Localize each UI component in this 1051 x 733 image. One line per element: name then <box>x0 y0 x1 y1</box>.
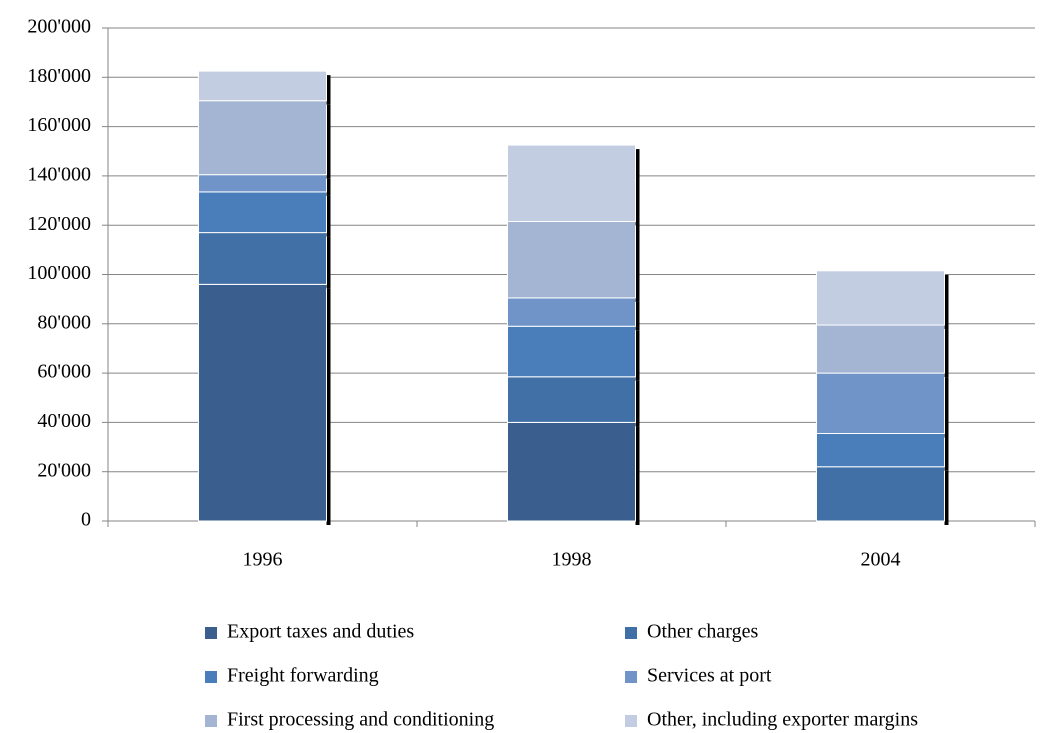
bar-shadow <box>944 437 949 471</box>
y-tick-label: 180'000 <box>27 65 91 87</box>
y-tick-label: 160'000 <box>27 114 91 136</box>
bar <box>816 432 945 468</box>
bar-shadow <box>944 377 949 438</box>
bar-shadow <box>326 236 331 289</box>
bar <box>198 283 327 522</box>
y-tick-label: 200'000 <box>27 16 91 38</box>
bar-shadow <box>944 329 949 378</box>
bar <box>198 100 327 176</box>
bar-shadow <box>635 225 640 302</box>
legend-label: Other charges <box>647 621 758 643</box>
bar <box>507 297 636 327</box>
bar-shadow <box>635 330 640 381</box>
y-tick-label: 40'000 <box>37 410 91 432</box>
bar-shadow <box>326 104 331 179</box>
bar-shadow <box>944 470 949 525</box>
legend-label: First processing and conditioning <box>227 709 494 731</box>
bar-shadow <box>326 75 331 105</box>
bar <box>507 144 636 223</box>
bar <box>507 221 636 299</box>
legend-swatch <box>205 671 217 683</box>
legend-swatch <box>205 715 217 727</box>
x-tick-label: 1998 <box>552 549 592 571</box>
bar-shadow <box>326 288 331 525</box>
y-tick-label: 100'000 <box>27 262 91 284</box>
x-tick-label: 1996 <box>243 549 283 571</box>
y-tick-label: 80'000 <box>37 311 91 333</box>
bar <box>816 466 945 522</box>
bar <box>816 270 945 326</box>
y-tick-label: 140'000 <box>27 163 91 185</box>
bar-shadow <box>635 380 640 427</box>
bar <box>816 372 945 434</box>
bar-shadow <box>944 274 949 330</box>
bar <box>198 70 327 102</box>
legend-swatch <box>205 627 217 639</box>
bar <box>198 174 327 193</box>
legend-swatch <box>625 715 637 727</box>
bar <box>816 324 945 374</box>
bar <box>507 325 636 378</box>
bar-shadow <box>635 149 640 226</box>
bar-shadow <box>635 301 640 331</box>
bar <box>198 191 327 234</box>
legend-label: Freight forwarding <box>227 665 379 687</box>
y-tick-label: 0 <box>81 509 91 531</box>
bar <box>507 421 636 522</box>
bar <box>507 376 636 423</box>
bar-shadow <box>326 178 331 196</box>
x-tick-label: 2004 <box>861 549 901 571</box>
bar <box>198 232 327 285</box>
y-tick-label: 60'000 <box>37 361 91 383</box>
legend-swatch <box>625 627 637 639</box>
y-tick-label: 120'000 <box>27 213 91 235</box>
legend-label: Services at port <box>647 665 772 687</box>
bar-shadow <box>326 195 331 237</box>
bar-shadow <box>635 426 640 525</box>
y-tick-label: 20'000 <box>37 459 91 481</box>
legend-swatch <box>625 671 637 683</box>
legend-label: Other, including exporter margins <box>647 709 918 731</box>
legend-label: Export taxes and duties <box>227 621 414 643</box>
